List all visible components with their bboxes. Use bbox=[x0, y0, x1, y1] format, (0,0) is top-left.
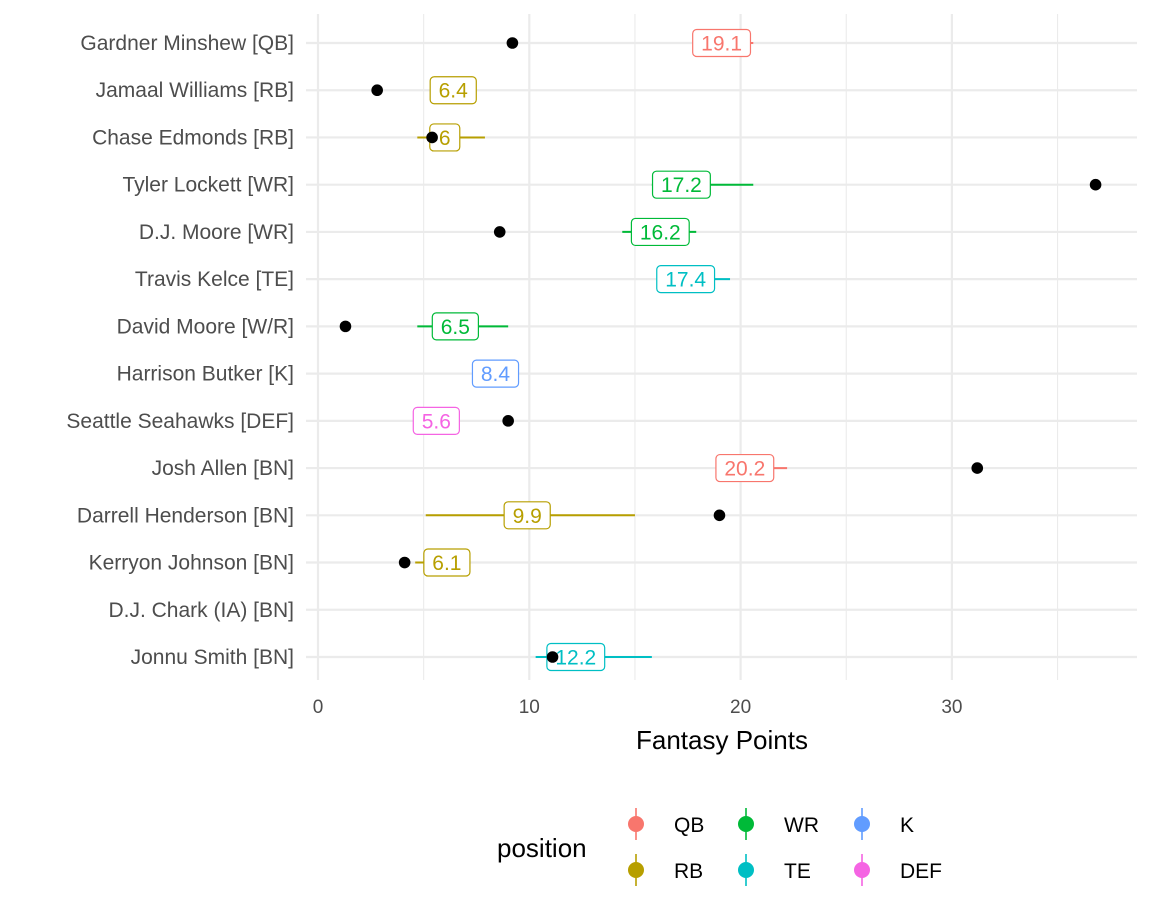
x-axis-title: Fantasy Points bbox=[636, 725, 808, 755]
legend-label: DEF bbox=[900, 860, 942, 883]
legend-key-point bbox=[854, 862, 870, 878]
legend-label: TE bbox=[784, 860, 811, 883]
actual-point bbox=[426, 131, 438, 144]
projection-label-box bbox=[715, 453, 775, 483]
player-label: D.J. Moore [WR] bbox=[139, 221, 294, 244]
legend-label: K bbox=[900, 814, 914, 837]
player-label: Jamaal Williams [RB] bbox=[96, 79, 294, 102]
actual-point bbox=[1089, 178, 1102, 191]
actual-point bbox=[371, 84, 383, 97]
projection-label: 17.2 bbox=[661, 174, 702, 197]
projection-label-box bbox=[423, 548, 471, 577]
actual-point bbox=[546, 651, 559, 663]
player-label: Seattle Seahawks [DEF] bbox=[66, 410, 294, 433]
actual-point bbox=[502, 415, 514, 427]
legend-key-point bbox=[738, 862, 754, 878]
legend-title: position bbox=[497, 833, 587, 863]
projection-label: 19.1 bbox=[701, 33, 742, 56]
projection-label: 9.9 bbox=[513, 505, 542, 528]
projection-label: 16.2 bbox=[640, 221, 681, 244]
player-label: Kerryon Johnson [BN] bbox=[89, 552, 294, 575]
player-label: Josh Allen [BN] bbox=[152, 457, 294, 480]
projection-label: 12.2 bbox=[555, 646, 596, 669]
projection-label: 6 bbox=[439, 127, 451, 150]
projection-label-box bbox=[651, 170, 711, 199]
legend-key-point bbox=[628, 862, 644, 878]
projection-label-box bbox=[412, 406, 460, 435]
projection-label-box bbox=[656, 265, 716, 294]
player-label: Tyler Lockett [WR] bbox=[122, 174, 294, 197]
player-label: David Moore [W/R] bbox=[117, 315, 294, 338]
projection-label-box bbox=[431, 312, 479, 341]
x-tick-label: 0 bbox=[313, 697, 324, 718]
actual-point bbox=[493, 226, 506, 238]
projection-label: 6.5 bbox=[441, 316, 470, 339]
projection-label-box bbox=[630, 217, 690, 247]
legend-key-point bbox=[628, 816, 644, 832]
player-label: D.J. Chark (IA) [BN] bbox=[108, 599, 294, 622]
legend-key-point bbox=[738, 816, 754, 832]
legend-key-point bbox=[854, 816, 870, 832]
projection-label: 6.4 bbox=[439, 80, 469, 103]
actual-point bbox=[398, 556, 411, 569]
player-label: Travis Kelce [TE] bbox=[135, 268, 294, 291]
projection-label-box bbox=[503, 501, 551, 530]
player-label: Gardner Minshew [QB] bbox=[80, 32, 294, 55]
projection-label: 17.4 bbox=[665, 269, 706, 292]
actual-point bbox=[506, 37, 519, 49]
projection-label-box bbox=[429, 76, 477, 105]
player-label: Chase Edmonds [RB] bbox=[92, 126, 294, 149]
legend-label: QB bbox=[674, 814, 704, 837]
legend-label: WR bbox=[784, 814, 819, 837]
x-axis-ticks: 0 10 20 30 bbox=[313, 697, 963, 718]
actual-point bbox=[971, 462, 984, 474]
projection-label: 5.6 bbox=[422, 410, 451, 433]
legend: position QB RB WR TE K DEF bbox=[497, 808, 942, 886]
projection-label: 6.1 bbox=[432, 552, 461, 575]
x-tick-label: 20 bbox=[730, 697, 751, 718]
actual-point bbox=[713, 509, 726, 522]
projection-label-box bbox=[692, 28, 752, 58]
x-tick-label: 30 bbox=[941, 697, 962, 718]
projection-label: 20.2 bbox=[724, 458, 765, 481]
x-tick-label: 10 bbox=[519, 697, 540, 718]
player-label: Jonnu Smith [BN] bbox=[131, 646, 294, 669]
grid-lines bbox=[306, 14, 1137, 680]
projection-label: 8.4 bbox=[481, 363, 511, 386]
projection-label-box bbox=[471, 359, 520, 388]
player-labels: Gardner Minshew [QB] Jamaal Williams [RB]… bbox=[66, 32, 294, 669]
projection-labels: 19.1 6.4 6 17.2 16.2 17.4 6.5 8.4 5.6 20.2 9.9 6.1 1… bbox=[412, 28, 775, 672]
projection-ranges bbox=[415, 32, 788, 668]
actual-point bbox=[339, 320, 352, 333]
actual-points-layer bbox=[339, 37, 1102, 663]
player-label: Harrison Butker [K] bbox=[117, 363, 294, 386]
legend-label: RB bbox=[674, 860, 703, 883]
player-label: Darrell Henderson [BN] bbox=[77, 504, 294, 527]
